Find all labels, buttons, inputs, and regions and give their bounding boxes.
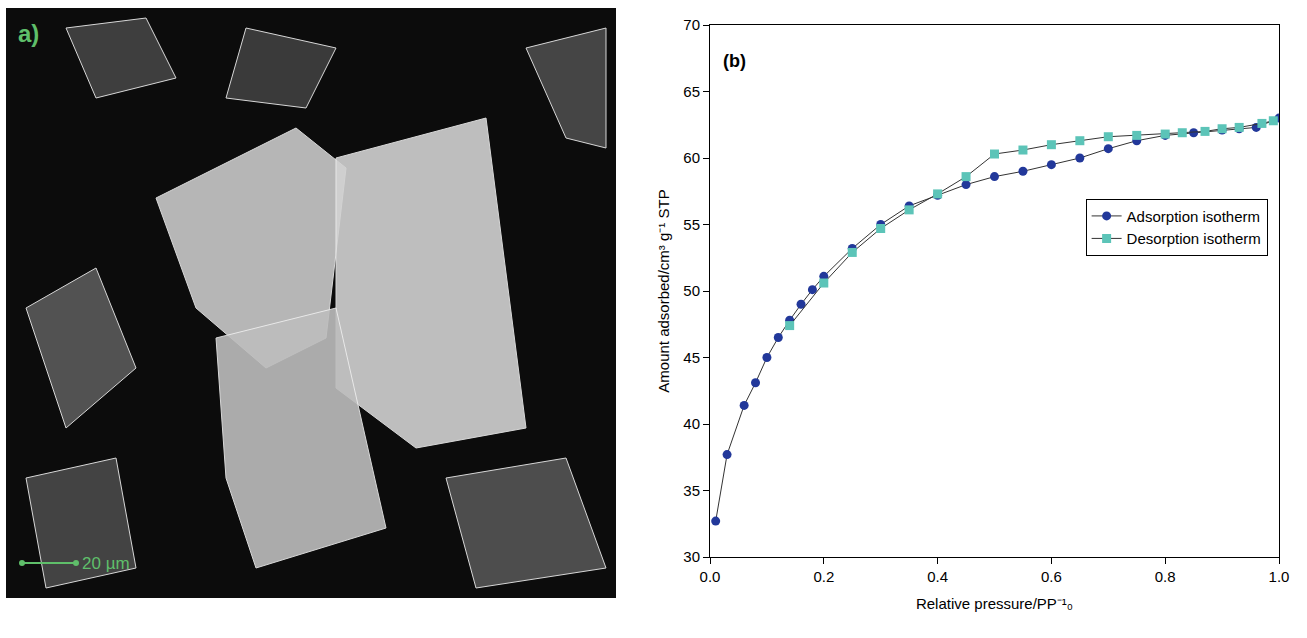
svg-text:45: 45 xyxy=(683,349,700,366)
svg-text:65: 65 xyxy=(683,83,700,100)
svg-text:70: 70 xyxy=(683,16,700,33)
svg-text:0.2: 0.2 xyxy=(813,568,834,585)
svg-text:1.0: 1.0 xyxy=(1269,568,1290,585)
svg-text:Relative pressure/PP⁻¹₀: Relative pressure/PP⁻¹₀ xyxy=(916,595,1073,612)
svg-text:(b): (b) xyxy=(723,51,746,71)
svg-text:20 µm: 20 µm xyxy=(82,554,130,573)
svg-text:40: 40 xyxy=(683,415,700,432)
svg-text:30: 30 xyxy=(683,548,700,565)
svg-text:0.0: 0.0 xyxy=(700,568,721,585)
svg-text:Desorption isotherm: Desorption isotherm xyxy=(1127,230,1261,247)
svg-text:a): a) xyxy=(18,20,39,47)
svg-text:35: 35 xyxy=(683,482,700,499)
svg-text:55: 55 xyxy=(683,216,700,233)
svg-text:0.4: 0.4 xyxy=(927,568,948,585)
svg-text:Amount adsorbed/cm³ g⁻¹ STP: Amount adsorbed/cm³ g⁻¹ STP xyxy=(655,189,672,392)
svg-text:60: 60 xyxy=(683,149,700,166)
svg-text:50: 50 xyxy=(683,282,700,299)
svg-text:0.8: 0.8 xyxy=(1155,568,1176,585)
svg-text:Adsorption isotherm: Adsorption isotherm xyxy=(1127,208,1260,225)
svg-text:0.6: 0.6 xyxy=(1041,568,1062,585)
